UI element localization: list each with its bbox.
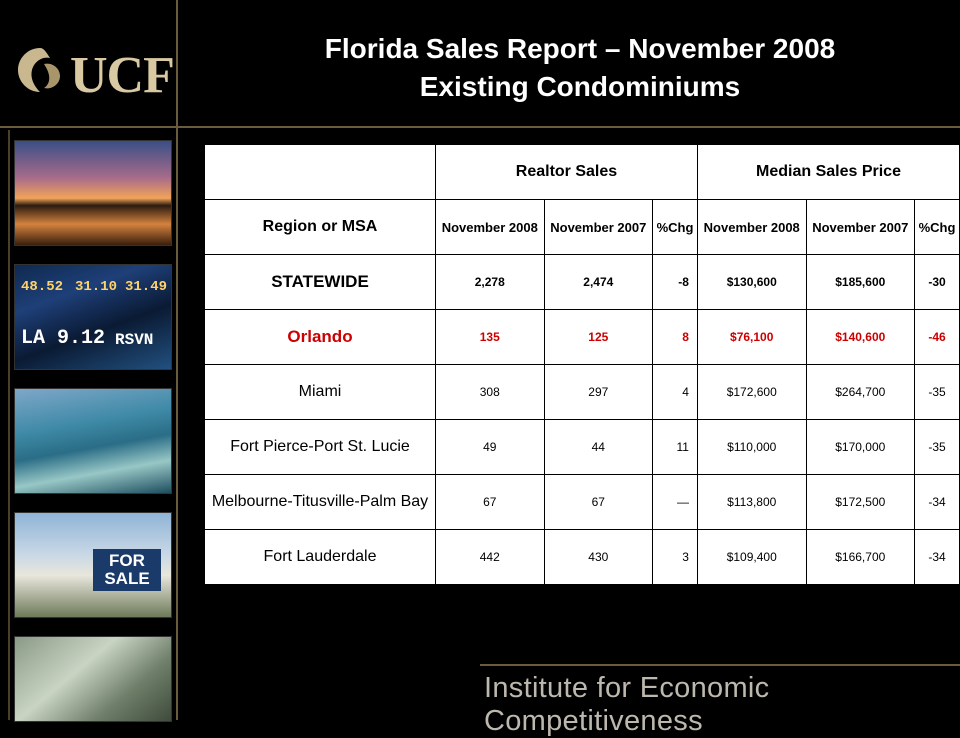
for-sale-house-image: FOR SALE: [14, 512, 172, 618]
ticker-value-4: LA 9.12: [21, 327, 106, 350]
cell: -35: [914, 364, 960, 420]
cell: 125: [543, 309, 654, 365]
realtor-sales-header: Realtor Sales: [435, 144, 698, 200]
table-row: Fort Pierce-Port St. Lucie 49 44 11 $110…: [204, 419, 960, 475]
footer-institute-name: Institute for Economic Competitiveness: [484, 672, 770, 737]
region-cell: Fort Lauderdale: [204, 529, 436, 585]
cell: $172,500: [805, 474, 916, 530]
stock-ticker-image: 48.52 31.10 31.49 LA 9.12 RSVN: [14, 264, 172, 370]
region-header: Region or MSA: [204, 199, 436, 255]
cell: -34: [914, 529, 960, 585]
cell: 308: [435, 364, 545, 420]
cell: 67: [435, 474, 545, 530]
sub-header: November 2007: [543, 199, 654, 255]
region-cell: Miami: [204, 364, 436, 420]
cell: 49: [435, 419, 545, 475]
region-cell: STATEWIDE: [204, 254, 436, 310]
cell: $130,600: [696, 254, 807, 310]
median-price-header: Median Sales Price: [696, 144, 960, 200]
cell: 11: [652, 419, 698, 475]
cell: 442: [435, 529, 545, 585]
cell: -30: [914, 254, 960, 310]
cell: 430: [543, 529, 654, 585]
cell: -34: [914, 474, 960, 530]
cell: -8: [652, 254, 698, 310]
dollar-bill-image: [14, 636, 172, 722]
cell: $76,100: [696, 309, 807, 365]
cell: $172,600: [696, 364, 807, 420]
cell: $264,700: [805, 364, 916, 420]
title-line-2: Existing Condominiums: [419, 71, 741, 102]
region-cell: Fort Pierce-Port St. Lucie: [204, 419, 436, 475]
cell: $109,400: [696, 529, 807, 585]
divider-vertical-left: [8, 130, 10, 720]
cell: $110,000: [696, 419, 807, 475]
region-cell: Orlando: [204, 309, 436, 365]
cell: $185,600: [805, 254, 916, 310]
cell: $140,600: [805, 309, 916, 365]
region-cell: Melbourne-Titusville-Palm Bay: [204, 474, 436, 530]
cell: 67: [543, 474, 654, 530]
sub-header: %Chg: [652, 199, 698, 255]
coastline-aerial-image: [14, 388, 172, 494]
cell: -35: [914, 419, 960, 475]
pegasus-icon: [18, 48, 60, 92]
cell: 8: [652, 309, 698, 365]
divider-vertical: [176, 0, 178, 720]
table-row: Orlando 135 125 8 $76,100 $140,600 -46: [204, 309, 960, 365]
cell: $166,700: [805, 529, 916, 585]
sub-header: November 2008: [696, 199, 807, 255]
ticker-value-2: 31.10: [75, 279, 118, 295]
ticker-value-3: 31.49: [125, 279, 168, 295]
sales-table: Realtor Sales Median Sales Price Region …: [204, 144, 960, 585]
ticker-value-1: 48.52: [21, 279, 64, 295]
table-row: Melbourne-Titusville-Palm Bay 67 67 — $1…: [204, 474, 960, 530]
city-skyline-image: [14, 140, 172, 246]
table-row: Fort Lauderdale 442 430 3 $109,400 $166,…: [204, 529, 960, 585]
ucf-logo: [10, 40, 170, 100]
cell: $113,800: [696, 474, 807, 530]
cell: -46: [914, 309, 960, 365]
table-row: Miami 308 297 4 $172,600 $264,700 -35: [204, 364, 960, 420]
empty-header-cell: [204, 144, 436, 200]
for-sale-sign: FOR SALE: [93, 549, 161, 591]
cell: 4: [652, 364, 698, 420]
cell: 2,474: [543, 254, 654, 310]
title-line-1: Florida Sales Report – November 2008: [324, 33, 836, 64]
cell: —: [652, 474, 698, 530]
cell: 2,278: [435, 254, 545, 310]
page-title: Florida Sales Report – November 2008 Exi…: [190, 30, 960, 106]
table-row: STATEWIDE 2,278 2,474 -8 $130,600 $185,6…: [204, 254, 960, 310]
cell: 135: [435, 309, 545, 365]
divider-horizontal: [0, 126, 960, 128]
sub-header: %Chg: [914, 199, 960, 255]
ucf-logo-text: UCF: [70, 47, 175, 104]
ticker-value-5: RSVN: [115, 331, 154, 349]
sub-header: November 2007: [805, 199, 916, 255]
cell: 3: [652, 529, 698, 585]
cell: 44: [543, 419, 654, 475]
footer-divider: [480, 664, 960, 666]
cell: 297: [543, 364, 654, 420]
sub-header: November 2008: [435, 199, 545, 255]
cell: $170,000: [805, 419, 916, 475]
